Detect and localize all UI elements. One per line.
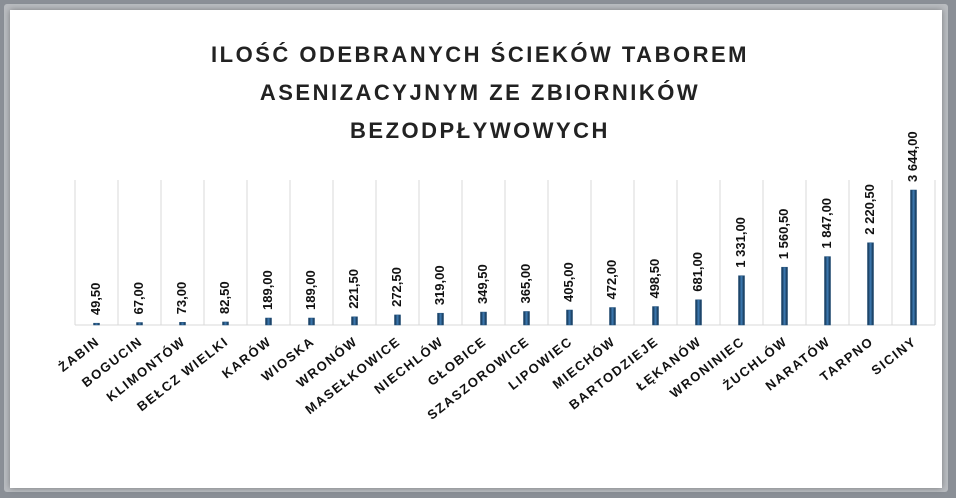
bar <box>566 309 573 326</box>
bar <box>738 275 745 326</box>
bar <box>394 314 401 326</box>
bar <box>222 321 229 326</box>
bar <box>867 242 874 326</box>
bar <box>652 306 659 326</box>
value-label: 1 847,00 <box>819 198 834 249</box>
value-label: 319,00 <box>432 265 447 305</box>
value-label: 365,00 <box>518 264 533 304</box>
value-label: 189,00 <box>303 270 318 310</box>
bar <box>179 322 186 326</box>
bar <box>437 312 444 326</box>
x-tick-label: SICINY <box>868 334 919 378</box>
bar <box>695 299 702 326</box>
value-label: 272,50 <box>389 267 404 307</box>
value-label: 405,00 <box>561 262 576 302</box>
value-label: 67,00 <box>131 282 146 315</box>
bar <box>351 316 358 326</box>
value-label: 1 560,50 <box>776 209 791 260</box>
chart-title: ASENIZACYJNYM ZE ZBIORNIKÓW <box>260 80 700 105</box>
bar <box>910 189 917 326</box>
chart-title: ILOŚĆ ODEBRANYCH ŚCIEKÓW TABOREM <box>211 42 749 67</box>
chart-panel <box>10 10 942 488</box>
value-label: 221,50 <box>346 269 361 309</box>
value-label: 3 644,00 <box>905 131 920 182</box>
value-label: 498,50 <box>647 259 662 299</box>
bar <box>609 307 616 326</box>
value-label: 681,00 <box>690 252 705 292</box>
chart-title: BEZODPŁYWOWYCH <box>350 118 610 143</box>
value-label: 2 220,50 <box>862 184 877 235</box>
bar <box>523 311 530 326</box>
value-label: 73,00 <box>174 282 189 315</box>
value-label: 349,50 <box>475 264 490 304</box>
value-label: 82,50 <box>217 281 232 314</box>
bar <box>136 322 143 326</box>
value-label: 189,00 <box>260 270 275 310</box>
bar <box>824 256 831 326</box>
bar <box>308 317 315 326</box>
bar <box>480 311 487 326</box>
bar <box>265 317 272 326</box>
x-tick-label: WRONINIEC <box>667 334 747 401</box>
bar <box>93 322 100 326</box>
bar <box>781 266 788 326</box>
value-label: 472,00 <box>604 260 619 300</box>
value-label: 1 331,00 <box>733 217 748 268</box>
value-label: 49,50 <box>88 283 103 316</box>
